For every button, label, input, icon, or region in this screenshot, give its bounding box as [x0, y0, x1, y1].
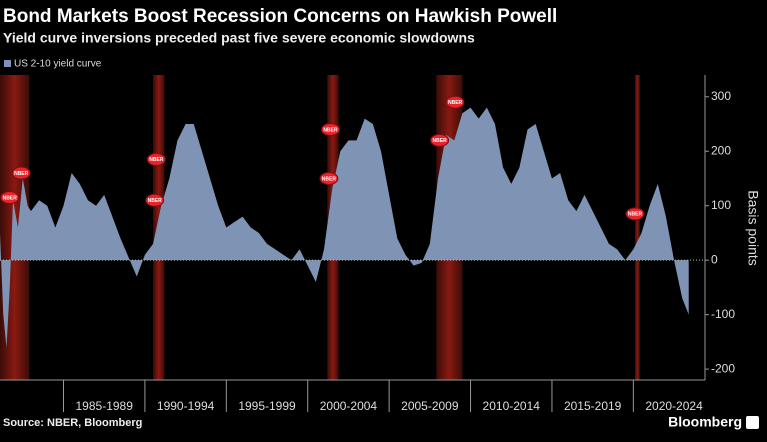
x-tick-label: 2005-2009 — [401, 399, 459, 413]
annotation-marker — [430, 133, 450, 147]
annotation-label: NBER — [323, 127, 338, 133]
annotation-label: NBER — [433, 138, 448, 144]
brand: Bloomberg — [668, 414, 742, 430]
annotation-marker — [146, 152, 166, 166]
annotation-label: NBER — [628, 212, 643, 218]
area — [0, 107, 689, 348]
annotation-marker — [0, 191, 20, 205]
x-tick-label: 2020-2024 — [645, 399, 703, 413]
y-tick-label: 0 — [711, 252, 718, 266]
annotation-marker — [445, 95, 465, 109]
x-tick-label: 2010-2014 — [483, 399, 541, 413]
annotation-marker — [321, 122, 341, 136]
annotation-label: NBER — [149, 157, 164, 163]
brand-icon — [746, 416, 759, 429]
annotation-label: NBER — [322, 176, 337, 182]
y-tick-label: 300 — [711, 89, 731, 103]
annotation-label: NBER — [448, 100, 463, 106]
plot-area: NBER NBER NBER NBER NBER NBER NBER NBER NBER — [0, 75, 705, 380]
y-axis-label: Basis points — [745, 190, 761, 265]
annotation-label: NBER — [3, 195, 18, 201]
x-tick-label: 1985-1989 — [76, 399, 134, 413]
recession-band — [634, 75, 640, 380]
y-tick-label: 100 — [711, 198, 731, 212]
chart-title: Bond Markets Boost Recession Concerns on… — [3, 6, 557, 27]
x-tick-label: 1990-1994 — [157, 399, 215, 413]
x-tick-label: 2000-2004 — [320, 399, 378, 413]
x-tick-label: 1995-1999 — [238, 399, 296, 413]
annotation-marker — [11, 166, 31, 180]
annotation-label: NBER — [148, 198, 163, 204]
x-tick-label: 2015-2019 — [564, 399, 622, 413]
annotation-marker — [625, 207, 645, 221]
annotation-marker — [319, 171, 339, 185]
chart-subtitle: Yield curve inversions preceded past fiv… — [3, 30, 475, 46]
y-tick-label: -200 — [711, 361, 735, 375]
source: Source: NBER, Bloomberg — [3, 417, 142, 429]
y-tick-label: -100 — [711, 307, 735, 321]
legend-swatch — [4, 60, 11, 67]
annotation-marker — [145, 193, 165, 207]
y-tick-label: 200 — [711, 143, 731, 157]
legend-label: US 2-10 yield curve — [14, 59, 102, 70]
annotation-label: NBER — [14, 171, 29, 177]
